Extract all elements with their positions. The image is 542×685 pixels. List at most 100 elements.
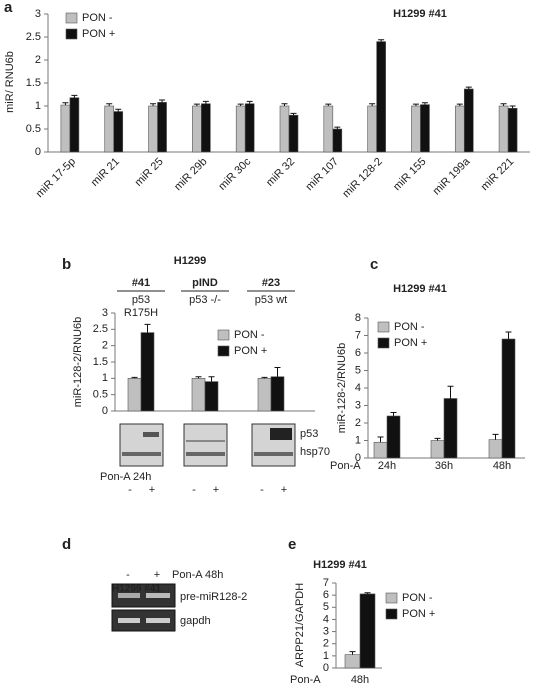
y-tick-label: 0 (323, 662, 329, 674)
panel-letter: b (62, 256, 71, 273)
bar (507, 108, 518, 153)
x-axis-label: Pon-A (290, 674, 321, 685)
x-tick-label: miR 199a (431, 155, 473, 197)
x-tick-label: miR 107 (304, 156, 341, 193)
error-bar (325, 103, 332, 106)
error-bar (202, 100, 209, 104)
band-label: pre-miR128-2 (180, 591, 247, 603)
y-tick-label: 4 (323, 613, 329, 625)
error-bar (106, 103, 113, 106)
error-bar (195, 376, 202, 379)
error-bar (290, 112, 297, 116)
bar (420, 104, 430, 153)
y-tick-label: 1.5 (26, 77, 41, 89)
bar (192, 105, 202, 153)
group-sublabel: p53 (132, 294, 150, 306)
lane-label: - (192, 484, 196, 496)
error-bar (261, 376, 268, 379)
bar (386, 415, 401, 459)
error-bar (465, 86, 472, 89)
chart-title: H1299 #41 (393, 8, 447, 20)
y-tick-label: 1 (355, 434, 361, 446)
bar (257, 378, 272, 412)
error-bar (369, 103, 376, 106)
error-bar (509, 105, 516, 109)
group-sublabel: p53 wt (255, 294, 287, 306)
y-axis-label: ARPP21/GAPDH (294, 583, 306, 667)
band-label: hsp70 (300, 446, 330, 458)
lane-label: + (281, 484, 287, 496)
y-tick-label: 2 (102, 340, 108, 352)
legend-swatch (217, 345, 230, 357)
lane-label: + (154, 569, 160, 581)
lane-label: - (260, 484, 264, 496)
bar (359, 593, 376, 669)
legend-label: PON - (394, 321, 425, 333)
group-label: pIND (192, 277, 218, 289)
error-bar (159, 99, 166, 103)
y-tick-label: 2.5 (26, 31, 41, 43)
legend-label: PON + (402, 608, 435, 620)
y-tick-label: 1 (102, 372, 108, 384)
y-tick-label: 0.5 (93, 389, 108, 401)
x-tick-label: 48h (493, 460, 511, 472)
error-bar (390, 412, 397, 416)
x-tick-label: 36h (435, 460, 453, 472)
legend-swatch (65, 12, 78, 24)
error-bar (281, 103, 288, 106)
error-bar (378, 39, 385, 42)
error-bar (274, 367, 281, 377)
bar (288, 114, 299, 153)
bar (191, 378, 206, 412)
bar (113, 111, 124, 153)
panel-letter: d (62, 536, 71, 553)
bar (148, 105, 158, 153)
y-tick-label: 7 (355, 329, 361, 341)
legend-label: PON + (82, 28, 115, 40)
treatment-label: Pon-A 48h (172, 569, 223, 581)
bar (69, 97, 80, 153)
group-label: #41 (132, 277, 150, 289)
y-tick-label: 7 (323, 577, 329, 589)
y-tick-label: 6 (323, 589, 329, 601)
y-axis-label: miR/ RNU6b (4, 51, 16, 113)
error-bar (412, 103, 419, 106)
error-bar (364, 592, 371, 594)
error-bar (246, 100, 253, 104)
bar (430, 440, 445, 459)
y-tick-label: 3 (102, 307, 108, 319)
panel-letter: a (4, 0, 13, 16)
x-tick-label: 24h (378, 460, 396, 472)
legend-swatch (377, 321, 390, 333)
error-bar (237, 103, 244, 106)
legend-label: PON - (402, 592, 433, 604)
bar (279, 105, 290, 153)
bar (244, 103, 255, 153)
x-tick-label: miR 25 (133, 156, 166, 189)
legend-swatch (377, 337, 390, 349)
panel-letter: e (288, 536, 296, 553)
x-tick-label: miR 30c (216, 155, 253, 192)
y-axis-label: miR-128-2/RNU6b (336, 343, 348, 433)
error-bar (62, 102, 69, 106)
y-tick-label: 4 (355, 382, 361, 394)
western-blot (119, 423, 296, 467)
bar (60, 104, 71, 153)
bar (488, 439, 503, 459)
x-tick-label: miR 21 (89, 156, 122, 189)
bar (323, 105, 334, 153)
bar (270, 376, 285, 412)
band-label: p53 (300, 428, 318, 440)
treatment-label: Pon-A 24h (100, 471, 151, 483)
error-bar (349, 651, 356, 655)
group-label: #23 (262, 277, 280, 289)
error-bar (447, 385, 454, 399)
legend-label: PON + (234, 345, 267, 357)
bar (204, 381, 219, 412)
y-tick-label: 0 (102, 405, 108, 417)
legend-swatch (385, 608, 398, 620)
y-tick-label: 3 (35, 8, 41, 20)
chart-title: H1299 (174, 255, 206, 267)
bar (127, 378, 142, 412)
